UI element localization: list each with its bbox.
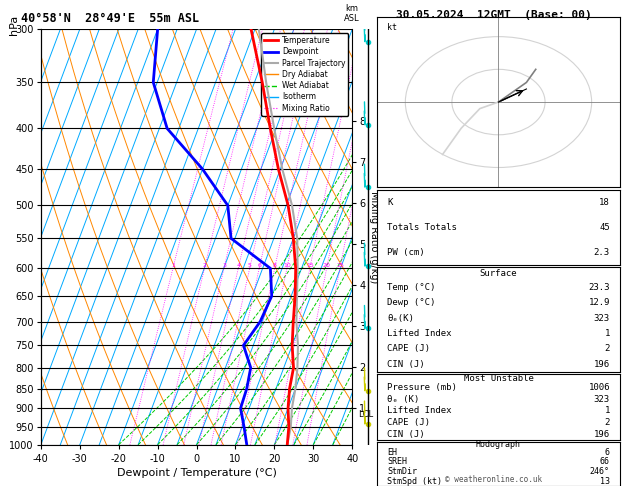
Text: 3: 3 [222, 263, 226, 268]
Text: Lifted Index: Lifted Index [387, 329, 452, 338]
Text: Hodograph: Hodograph [476, 440, 521, 450]
Text: 6: 6 [605, 448, 610, 457]
Text: 12.9: 12.9 [588, 298, 610, 307]
Text: EH: EH [387, 448, 397, 457]
Text: 10: 10 [283, 263, 291, 268]
Text: CIN (J): CIN (J) [387, 430, 425, 438]
Text: 25: 25 [336, 263, 344, 268]
Text: 30.05.2024  12GMT  (Base: 00): 30.05.2024 12GMT (Base: 00) [396, 10, 592, 20]
Text: StmSpd (kt): StmSpd (kt) [387, 477, 442, 486]
Text: km
ASL: km ASL [345, 3, 360, 23]
Text: 2.3: 2.3 [594, 248, 610, 257]
Text: CAPE (J): CAPE (J) [387, 418, 430, 427]
Text: 1006: 1006 [588, 383, 610, 392]
Text: CAPE (J): CAPE (J) [387, 344, 430, 353]
Text: kt: kt [387, 23, 397, 32]
Legend: Temperature, Dewpoint, Parcel Trajectory, Dry Adiabat, Wet Adiabat, Isotherm, Mi: Temperature, Dewpoint, Parcel Trajectory… [261, 33, 348, 116]
Text: PW (cm): PW (cm) [387, 248, 425, 257]
Text: © weatheronline.co.uk: © weatheronline.co.uk [445, 474, 542, 484]
Text: CIN (J): CIN (J) [387, 360, 425, 368]
Text: 196: 196 [594, 430, 610, 438]
Text: Lifted Index: Lifted Index [387, 406, 452, 416]
Text: 18: 18 [599, 198, 610, 207]
Text: LCL: LCL [359, 410, 374, 418]
Text: Dewp (°C): Dewp (°C) [387, 298, 435, 307]
Text: SREH: SREH [387, 457, 407, 467]
Text: 66: 66 [600, 457, 610, 467]
Y-axis label: Mixing Ratio (g/kg): Mixing Ratio (g/kg) [369, 191, 379, 283]
X-axis label: Dewpoint / Temperature (°C): Dewpoint / Temperature (°C) [116, 468, 277, 478]
Y-axis label: hPa: hPa [9, 15, 19, 35]
Text: 15: 15 [306, 263, 314, 268]
Text: 1: 1 [604, 406, 610, 416]
Text: 2: 2 [604, 344, 610, 353]
Text: 45: 45 [599, 223, 610, 232]
Text: 1: 1 [171, 263, 175, 268]
Text: Pressure (mb): Pressure (mb) [387, 383, 457, 392]
Text: 40°58'N  28°49'E  55m ASL: 40°58'N 28°49'E 55m ASL [21, 12, 199, 25]
Text: 323: 323 [594, 395, 610, 404]
Text: 2: 2 [604, 418, 610, 427]
Text: 23.3: 23.3 [588, 283, 610, 292]
Text: 13: 13 [600, 477, 610, 486]
Text: 4: 4 [237, 263, 240, 268]
Text: 5: 5 [248, 263, 252, 268]
Text: θₑ (K): θₑ (K) [387, 395, 420, 404]
Text: 196: 196 [594, 360, 610, 368]
Text: Surface: Surface [480, 269, 517, 278]
Text: 2: 2 [203, 263, 206, 268]
Text: Most Unstable: Most Unstable [464, 374, 533, 382]
Text: K: K [387, 198, 392, 207]
Text: Temp (°C): Temp (°C) [387, 283, 435, 292]
Text: 1: 1 [604, 329, 610, 338]
Text: 246°: 246° [590, 467, 610, 476]
Text: 20: 20 [323, 263, 331, 268]
Text: 323: 323 [594, 313, 610, 323]
Text: 8: 8 [273, 263, 277, 268]
Text: Totals Totals: Totals Totals [387, 223, 457, 232]
Text: θₑ(K): θₑ(K) [387, 313, 414, 323]
Text: 6: 6 [257, 263, 261, 268]
Text: StmDir: StmDir [387, 467, 417, 476]
